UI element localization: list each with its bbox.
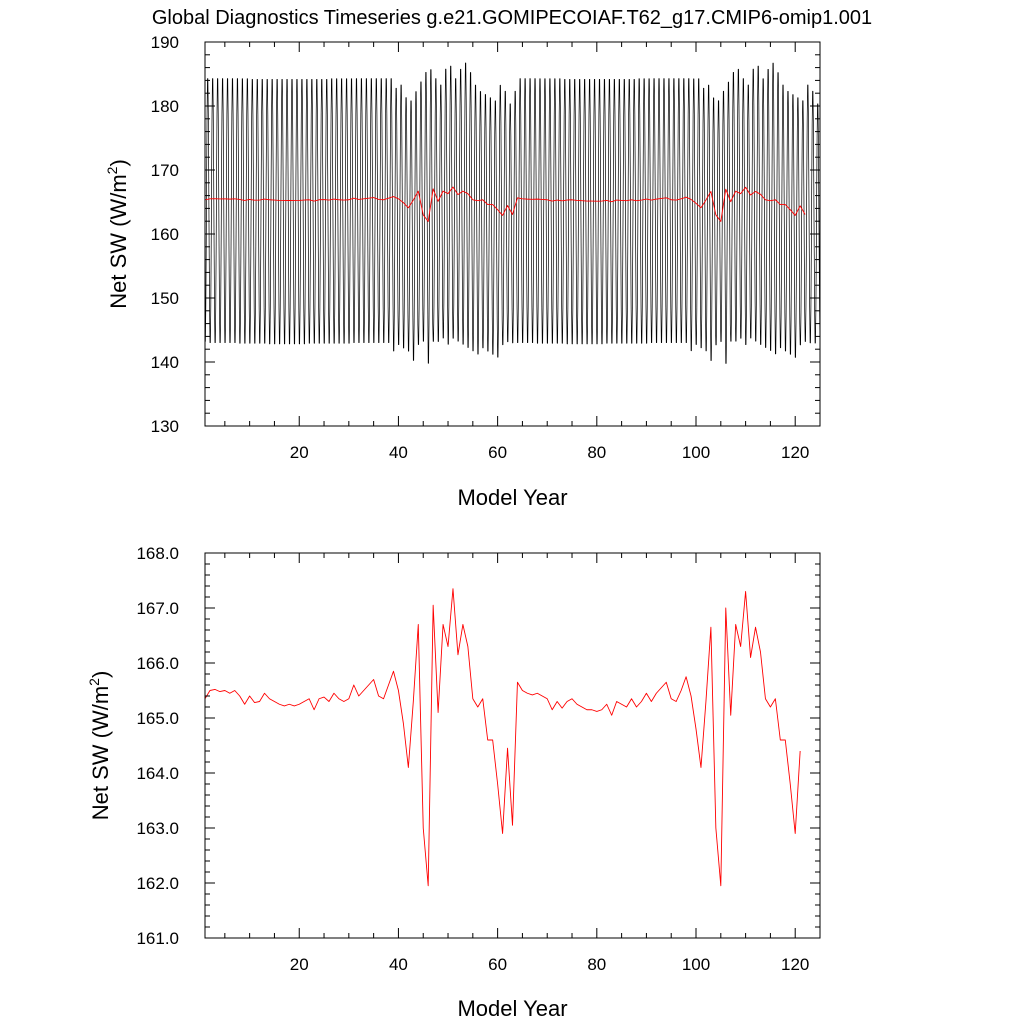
y-tick-label: 165.0	[136, 709, 179, 728]
tick-label-layer: 20 40 60 80 100 120 130 140 150 160 170 180 190	[151, 33, 810, 462]
x-tick-label: 60	[488, 955, 507, 974]
y-tick-label: 168.0	[136, 544, 179, 563]
series-layer	[204, 62, 821, 364]
y-axis-label-main: Net SW (W/m	[106, 174, 131, 308]
timeseries-panel-annual: 20 40 60 80 100 120 161.0 162.0 163.0 164.0 165.0 1…	[86, 544, 821, 1021]
y-axis-label-close: )	[88, 671, 113, 678]
series-line-monthly	[205, 62, 821, 364]
tick-label-layer: 20 40 60 80 100 120 161.0 162.0 163.0 164.0 165.0 1…	[136, 544, 809, 974]
x-tick-label: 80	[587, 955, 606, 974]
y-tick-label: 180	[151, 97, 179, 116]
y-tick-label: 170	[151, 161, 179, 180]
figure-title: Global Diagnostics Timeseries g.e21.GOMI…	[152, 7, 872, 29]
x-tick-label: 80	[587, 443, 606, 462]
y-tick-label: 166.0	[136, 654, 179, 673]
y-axis-label-main: Net SW (W/m	[88, 686, 113, 820]
x-tick-label: 100	[682, 955, 710, 974]
series-layer	[204, 588, 801, 887]
x-tick-label: 40	[389, 443, 408, 462]
y-axis-label-superscript: 2	[104, 166, 120, 174]
y-tick-label: 161.0	[136, 929, 179, 948]
y-axis-label-superscript: 2	[86, 678, 102, 686]
y-tick-label: 160	[151, 225, 179, 244]
y-axis-label: Net SW (W/m2)	[104, 159, 131, 309]
y-axis-label: Net SW (W/m2)	[86, 671, 113, 821]
y-tick-label: 150	[151, 289, 179, 308]
series-line-annual-mean	[204, 186, 806, 222]
y-tick-label: 163.0	[136, 819, 179, 838]
x-tick-label: 120	[781, 955, 809, 974]
y-tick-label: 190	[151, 33, 179, 52]
y-tick-label: 162.0	[136, 874, 179, 893]
y-tick-label: 140	[151, 353, 179, 372]
x-tick-label: 20	[290, 443, 309, 462]
x-tick-label: 20	[290, 955, 309, 974]
x-axis-label: Model Year	[457, 485, 567, 510]
y-tick-label: 167.0	[136, 599, 179, 618]
y-tick-label: 164.0	[136, 764, 179, 783]
x-tick-label: 60	[488, 443, 507, 462]
tick-layer	[205, 552, 821, 939]
series-line-annual-mean	[204, 588, 801, 887]
tick-layer	[205, 41, 821, 427]
x-axis-label: Model Year	[457, 996, 567, 1021]
x-tick-label: 100	[682, 443, 710, 462]
x-tick-label: 40	[389, 955, 408, 974]
y-tick-label: 130	[151, 417, 179, 436]
plot-frame	[204, 552, 821, 939]
y-axis-label-close: )	[106, 159, 131, 166]
timeseries-panel-monthly: 20 40 60 80 100 120 130 140 150 160 170 180 190 Mode…	[104, 33, 821, 510]
x-tick-label: 120	[781, 443, 809, 462]
